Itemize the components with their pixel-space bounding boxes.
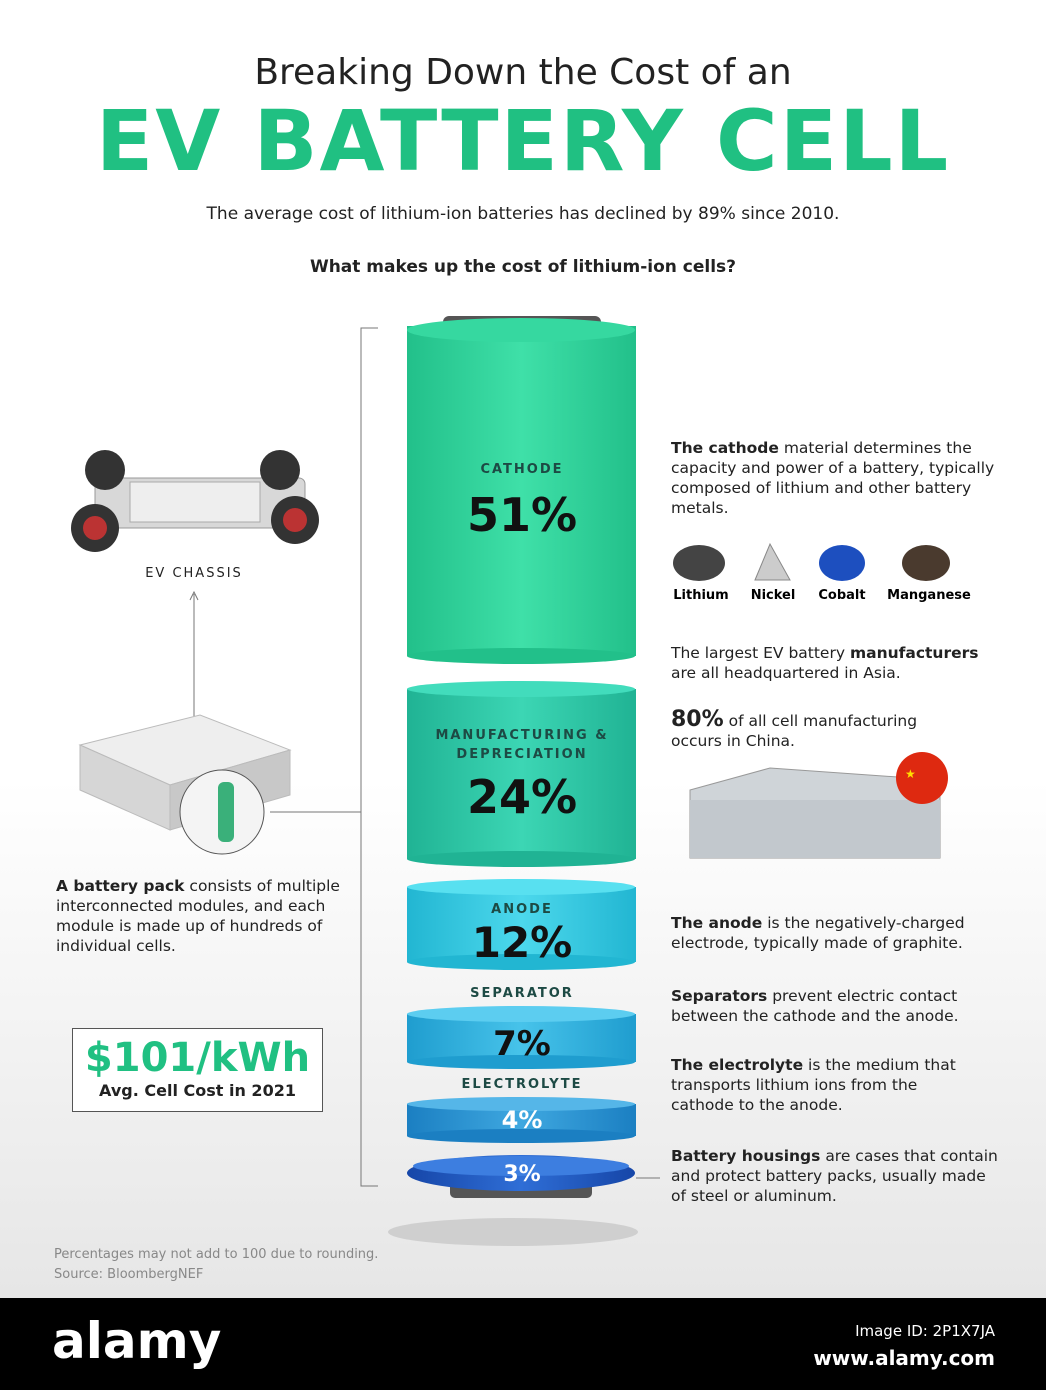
note-bold: The cathode [671,439,779,457]
subtitle: The average cost of lithium-ion batterie… [206,204,840,224]
watermark-id: Image ID: 2P1X7JA [855,1322,995,1340]
note-text: of all cell manufacturing occurs in Chin… [671,712,918,750]
watermark-brand: alamy [52,1312,222,1370]
note-bold: Separators [671,987,768,1005]
segment-value: 4% [501,1106,543,1134]
pack-text: A battery pack consists of multiple inte… [56,876,346,956]
watermark-bar [0,1298,1046,1390]
cathode-note: The cathode material determines the capa… [671,438,1001,518]
segment-value: 3% [503,1162,541,1187]
cost-box: $101/kWh Avg. Cell Cost in 2021 [72,1028,323,1112]
segment-value: 7% [493,1024,551,1064]
mineral-label: Lithium [673,588,729,603]
segment-label: ANODE [491,902,553,917]
cost-label: Avg. Cell Cost in 2021 [99,1081,296,1100]
note-text: are cases that contain and protect batte… [671,1147,998,1205]
note-text: prevent electric contact between the cat… [671,987,959,1025]
cost-value: $101/kWh [84,1035,311,1081]
note-bold: 80% [671,707,724,732]
question: What makes up the cost of lithium-ion ce… [309,257,737,277]
manufacturers-note: The largest EV battery manufacturers are… [671,643,1001,683]
segment-label: MANUFACTURING & DEPRECIATION [435,728,609,762]
factory-image: ★ [689,752,948,859]
pack-bold: A battery pack [56,877,185,895]
svg-text:★: ★ [905,767,916,781]
battery-pack-image [78,714,292,855]
pack-body: consists of multiple interconnected modu… [56,877,340,955]
footnote: Percentages may not add to 100 due to ro… [54,1247,379,1262]
china-note: 80% of all cell manufacturing occurs in … [671,707,941,751]
segment-value: 12% [471,918,573,967]
segment-value: 24% [466,770,578,824]
mineral-label: Cobalt [818,588,866,603]
source: Source: BloombergNEF [54,1267,204,1282]
housings-note: Battery housings are cases that contain … [671,1146,1001,1206]
battery [388,316,638,1246]
note-bold: manufacturers [849,644,979,662]
title-line2: EV BATTERY CELL [95,92,951,190]
note-text: is the medium that transports lithium io… [671,1056,956,1114]
note-text: are all headquartered in Asia. [671,664,901,682]
note-bold: The electrolyte [671,1056,804,1074]
anode-note: The anode is the negatively-charged elec… [671,913,1001,953]
segment-value: 51% [466,488,578,542]
bracket [189,327,660,1187]
ev-chassis-image [71,450,319,552]
mineral-images [673,542,950,581]
note-bold: Battery housings [671,1147,821,1165]
separators-note: Separators prevent electric contact betw… [671,986,1001,1026]
note-text: is the negatively-charged electrode, typ… [671,914,965,952]
note-text: The largest EV battery [671,644,846,662]
title-line1: Breaking Down the Cost of an [254,52,792,93]
segment-label: SEPARATOR [470,986,574,1001]
note-text: material determines the capacity and pow… [671,439,995,517]
electrolyte-note: The electrolyte is the medium that trans… [671,1055,971,1115]
chassis-label: EV CHASSIS [145,566,243,581]
segment-label: ELECTROLYTE [461,1077,583,1092]
segment-label: CATHODE [480,462,564,477]
note-bold: The anode [671,914,763,932]
mineral-label: Manganese [887,588,971,603]
watermark-url: www.alamy.com [813,1346,995,1370]
mineral-label: Nickel [750,588,796,603]
